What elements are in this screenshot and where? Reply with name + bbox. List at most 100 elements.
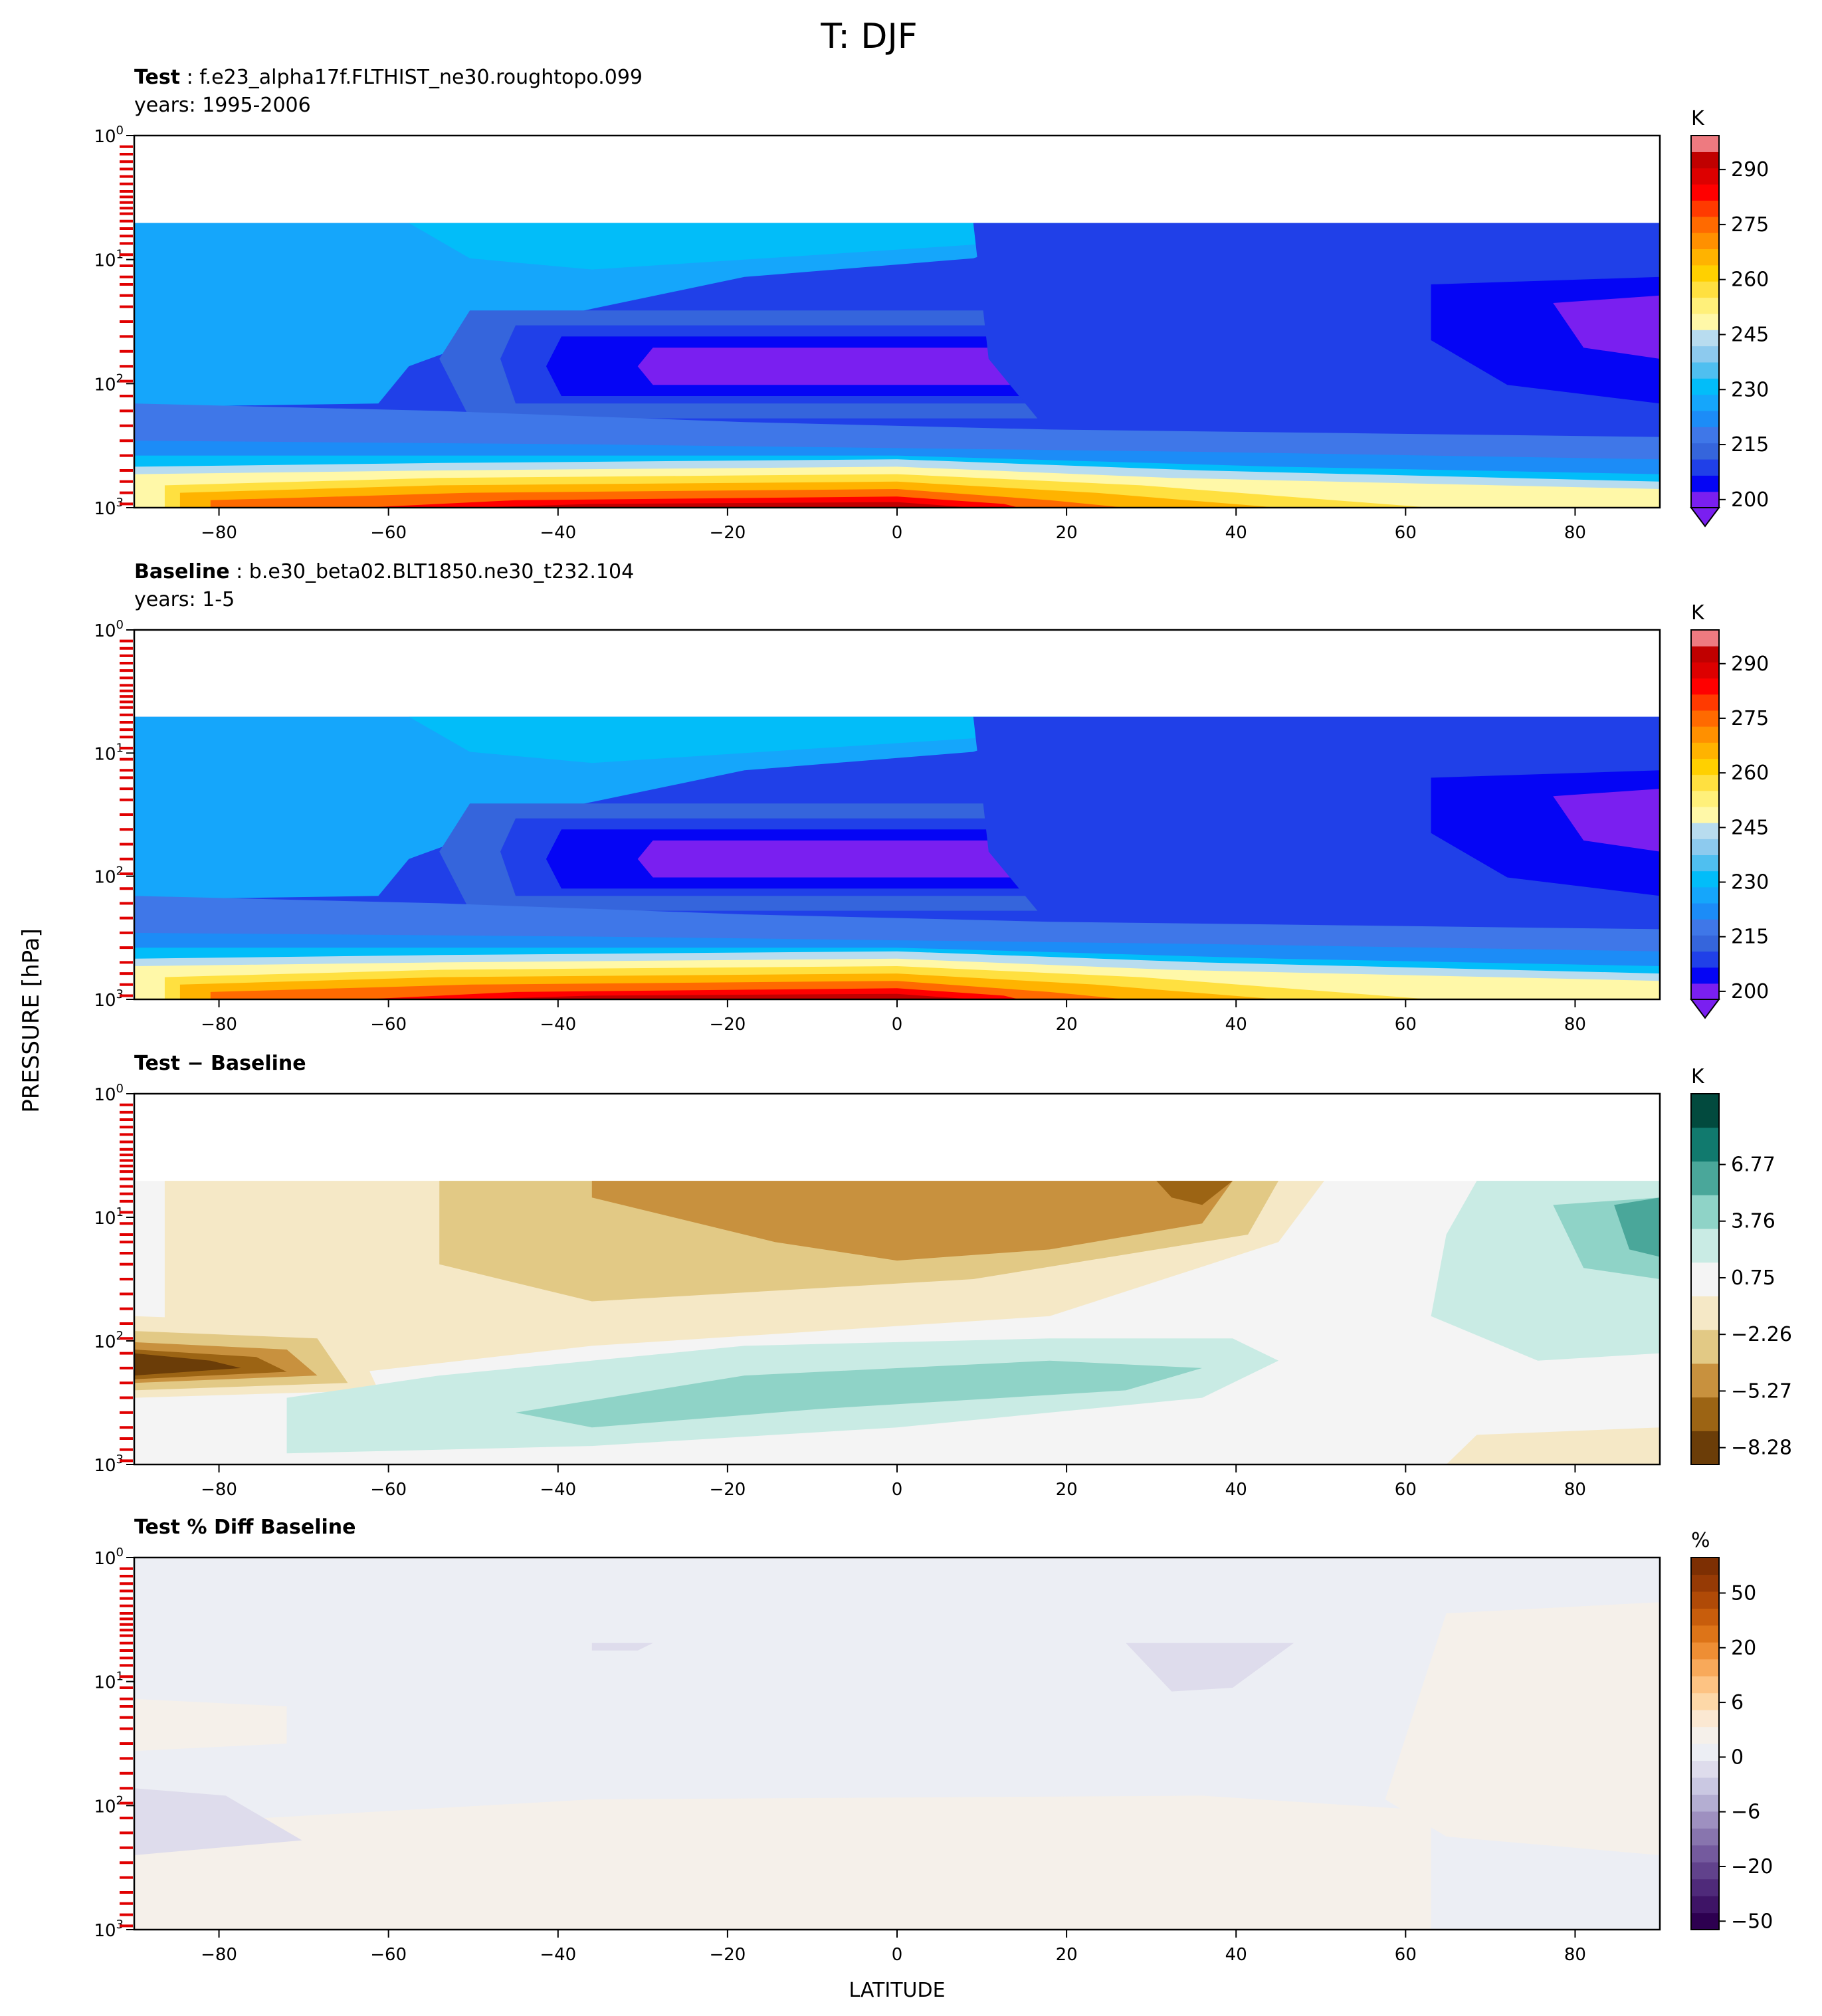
x-tick-label: −60 [370,1015,407,1035]
x-tick-label: 80 [1564,1015,1586,1035]
colorbar-segment [1691,167,1719,185]
colorbar-segment [1691,951,1719,968]
colorbar-tick-label: 245 [1731,816,1769,839]
colorbar-segment [1691,1845,1719,1863]
x-tick-label: −40 [540,1015,576,1035]
y-tick-label: 102 [94,1793,124,1817]
contour-band [134,1788,302,1855]
x-tick-label: 40 [1225,1015,1247,1035]
x-tick-label: −60 [370,1945,407,1965]
x-tick-label: 80 [1564,1480,1586,1500]
colorbar-tick-label: 6 [1731,1691,1744,1714]
colorbar-segment [1691,1330,1719,1364]
colorbar-segment [1691,1692,1719,1710]
y-tick-exponent: 2 [116,371,124,385]
colorbar-tick-label: −8.28 [1731,1437,1792,1460]
colorbar-segment [1691,1228,1719,1263]
colorbar-segment [1691,378,1719,395]
colorbar-segment [1691,233,1719,250]
panel-title: Test : f.e23_alpha17f.FLTHIST_ne30.rough… [134,66,643,89]
x-tick-label: −60 [370,523,407,543]
colorbar-unit: K [1691,107,1705,130]
y-tick-base: 10 [94,127,116,147]
colorbar-segment [1691,726,1719,743]
figure-title: T: DJF [820,17,917,56]
y-tick-label: 100 [94,124,124,147]
colorbar-segment [1691,839,1719,856]
colorbar-segment [1691,264,1719,282]
x-tick-label: 20 [1056,1480,1078,1500]
x-tick-label: −20 [709,1480,746,1500]
colorbar-tick-label: 215 [1731,926,1769,949]
colorbar-segment [1691,1710,1719,1728]
colorbar-segment [1691,410,1719,427]
contour-band [1385,1602,1660,1855]
colorbar-segment [1691,1195,1719,1229]
y-tick-label: 101 [94,1670,124,1693]
y-tick-exponent: 0 [116,618,124,632]
colorbar-segment [1691,1625,1719,1643]
panels: Test : f.e23_alpha17f.FLTHIST_ne30.rough… [94,66,1791,1965]
y-tick-label: 103 [94,1453,124,1476]
contour-band [1553,789,1660,852]
y-tick-exponent: 0 [116,1082,124,1096]
panel-title-bold: Baseline [134,560,230,583]
y-tick-base: 10 [94,868,116,888]
colorbar-segment [1691,886,1719,904]
colorbar-segment [1691,249,1719,266]
colorbar-tick-label: 290 [1731,158,1769,181]
x-tick-label: −60 [370,1480,407,1500]
x-tick-label: 60 [1395,1015,1417,1035]
y-tick-base: 10 [94,1332,116,1352]
figure-xlabel: LATITUDE [849,1979,945,2002]
colorbar-segment [1691,935,1719,952]
contour-band [134,1353,241,1376]
x-tick-label: 0 [892,523,903,543]
contour-band [1553,295,1660,359]
colorbar-segment [1691,136,1719,152]
contour-band [134,1795,1431,1930]
contour-band [470,502,973,508]
y-tick-base: 10 [94,1797,116,1817]
colorbar-tick-label: 290 [1731,653,1769,676]
y-tick-label: 102 [94,371,124,395]
y-tick-base: 10 [94,744,116,764]
contour-band [1446,1427,1660,1464]
colorbar-extend-arrow [1690,507,1720,528]
colorbar-tick-label: 0 [1731,1746,1744,1769]
colorbar-segment [1691,394,1719,411]
y-tick-base: 10 [94,1085,116,1105]
x-tick-label: −40 [540,1945,576,1965]
colorbar-segment [1691,1262,1719,1296]
colorbar-segment [1691,1161,1719,1195]
colorbar-segment [1691,1794,1719,1812]
colorbar-segment [1691,443,1719,460]
y-tick-base: 10 [94,499,116,519]
y-tick-label: 100 [94,1082,124,1105]
colorbar-segment [1691,774,1719,791]
contour-band [409,716,1080,763]
x-tick-label: 40 [1225,1480,1247,1500]
colorbar-segment [1691,1878,1719,1896]
colorbar-tick-label: 260 [1731,268,1769,292]
colorbar-tick-label: −50 [1731,1910,1773,1933]
x-tick-label: 0 [892,1945,903,1965]
colorbar-tick-label: 3.76 [1731,1210,1775,1233]
x-tick-label: −80 [201,1945,237,1965]
colorbar-segment [1691,1744,1719,1762]
colorbar-segment [1691,1397,1719,1431]
y-tick-base: 10 [94,251,116,271]
colorbar-segment [1691,1659,1719,1676]
y-tick-base: 10 [94,1456,116,1476]
colorbar-segment [1691,475,1719,492]
colorbar-segment [1691,806,1719,823]
x-tick-label: 80 [1564,523,1586,543]
colorbar-segment [1691,1760,1719,1778]
x-tick-label: 60 [1395,1480,1417,1500]
colorbar-segment [1691,281,1719,298]
x-tick-label: −40 [540,1480,576,1500]
contour-band [591,1181,1233,1261]
y-tick-base: 10 [94,991,116,1011]
colorbar-segment [1691,184,1719,201]
colorbar-segment [1691,742,1719,759]
